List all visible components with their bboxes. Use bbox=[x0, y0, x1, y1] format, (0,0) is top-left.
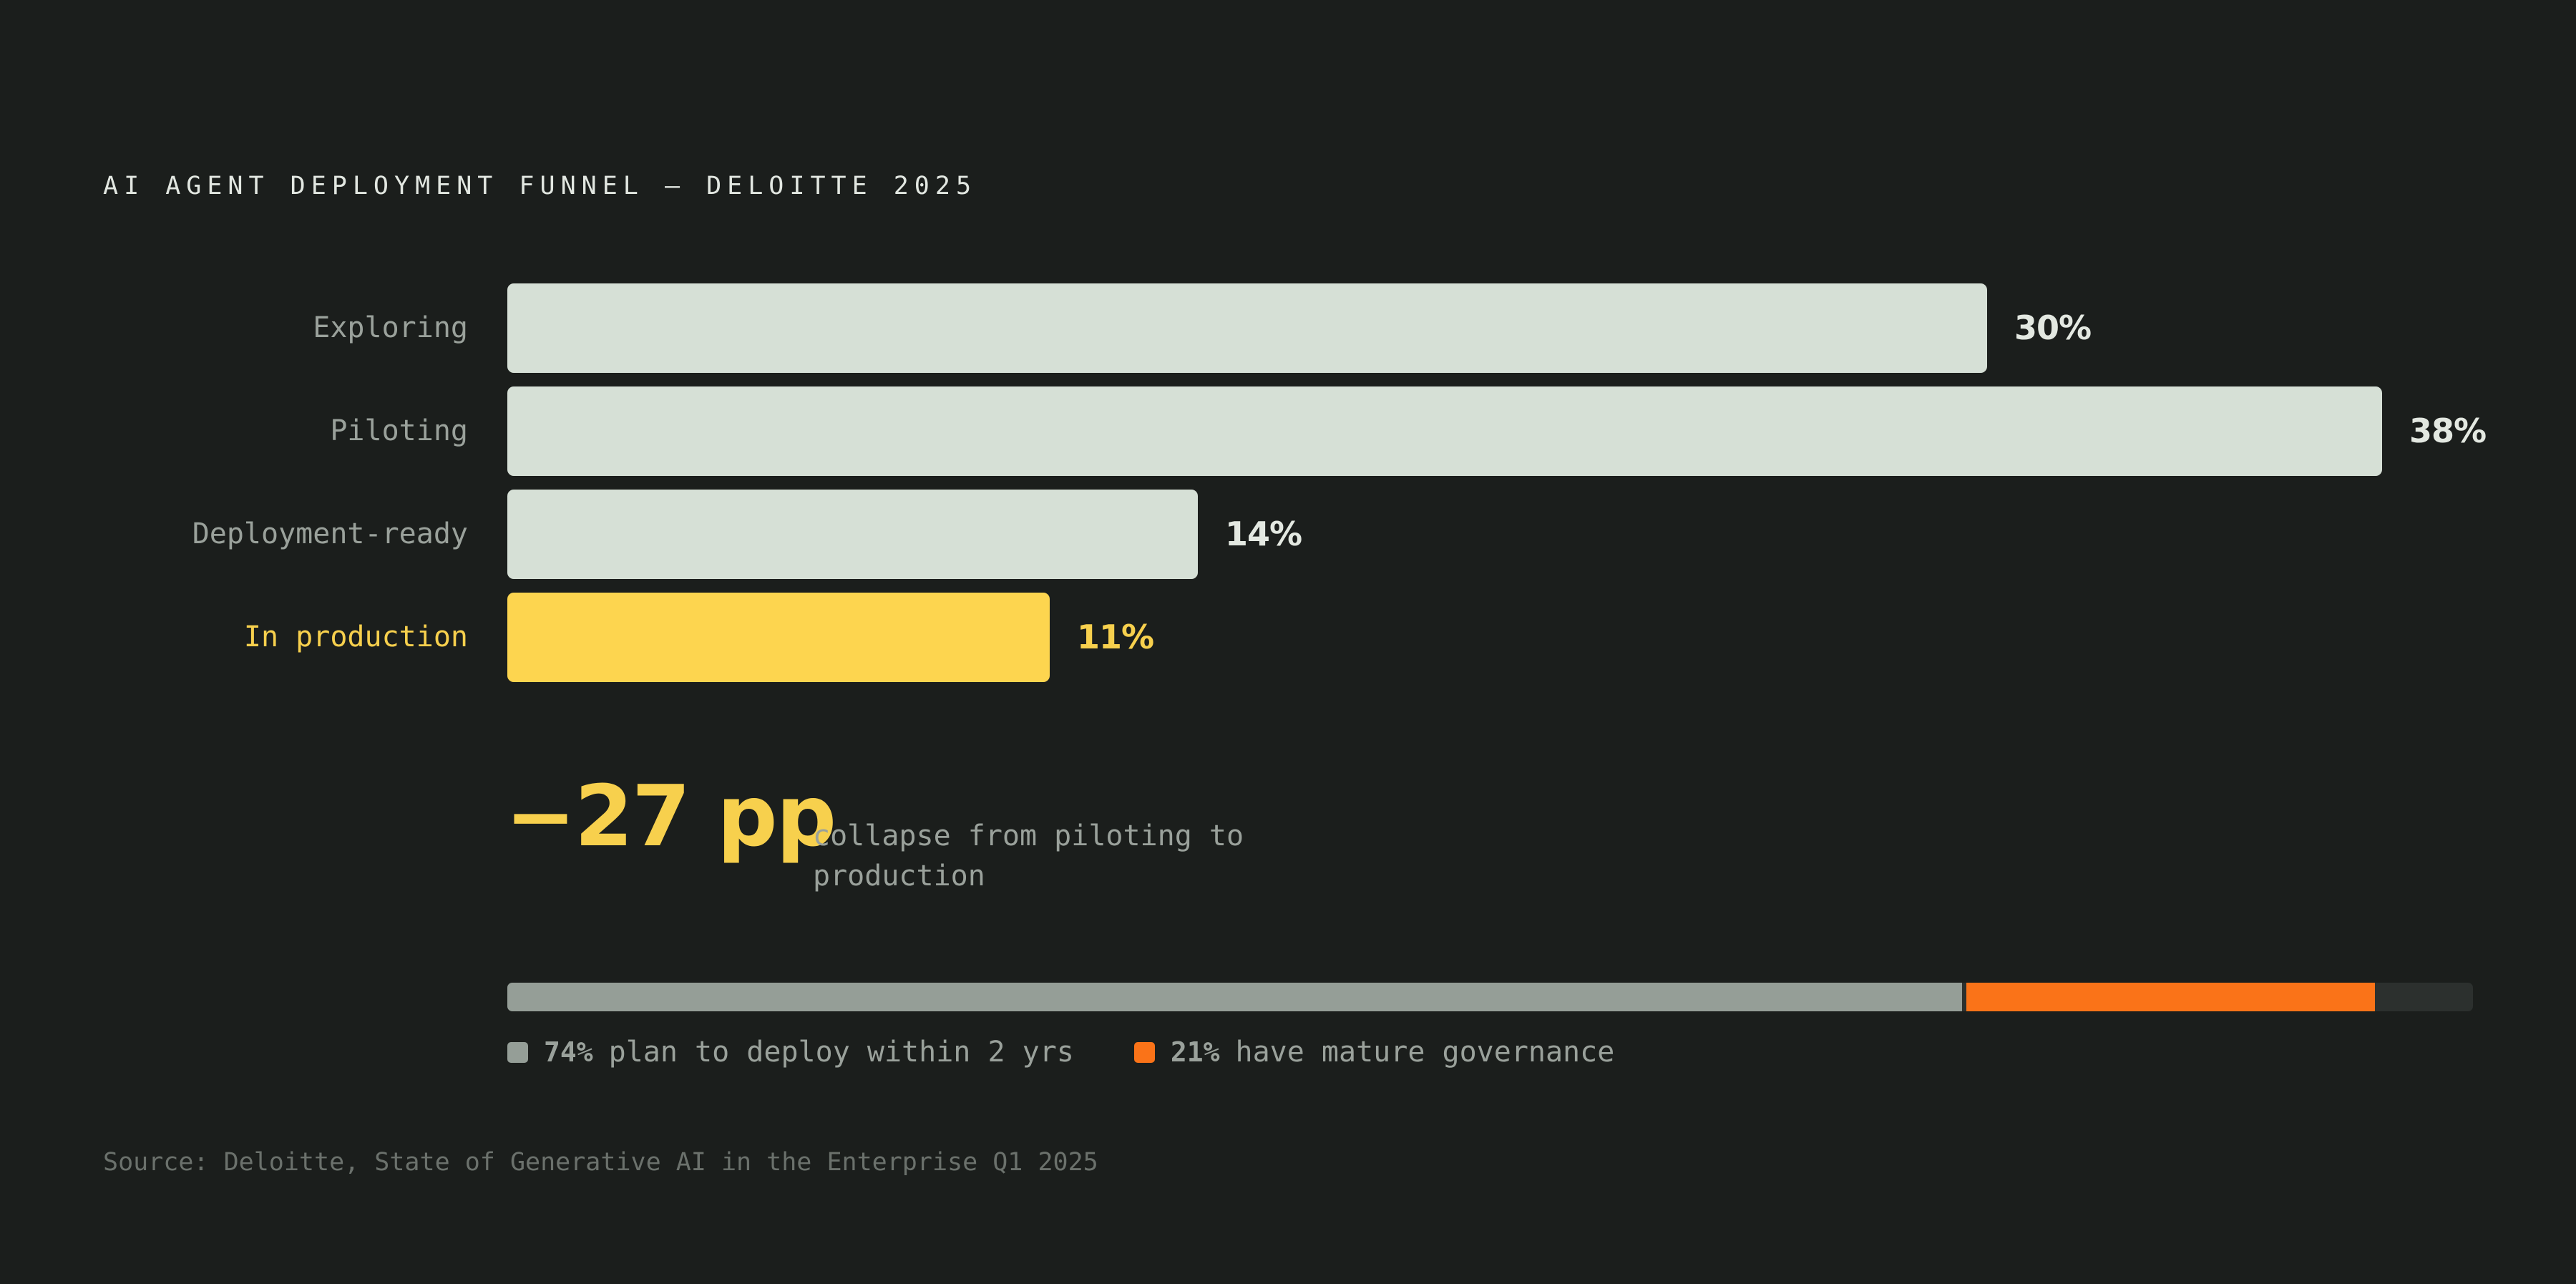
category-label: In production bbox=[243, 621, 468, 653]
value-label: 11% bbox=[1077, 618, 1154, 656]
mature-governance-segment bbox=[1966, 983, 2375, 1011]
bar bbox=[507, 593, 1050, 682]
bar bbox=[507, 386, 2382, 476]
legend-item-governance: 21% have mature governance bbox=[1133, 1036, 1615, 1069]
legend-text: have mature governance bbox=[1235, 1036, 1615, 1069]
legend-value: 21% bbox=[1170, 1036, 1220, 1068]
callout-description: collapse from piloting to production bbox=[813, 819, 1244, 893]
bar bbox=[507, 490, 1198, 579]
legend-text: plan to deploy within 2 yrs bbox=[608, 1036, 1074, 1069]
category-label: Piloting bbox=[330, 414, 468, 447]
chart-title: AI AGENT DEPLOYMENT FUNNEL — DELOITTE 20… bbox=[103, 172, 977, 200]
callout-value: −27 pp bbox=[505, 767, 836, 865]
legend-item-plan: 74% plan to deploy within 2 yrs bbox=[507, 1036, 1074, 1069]
value-label: 14% bbox=[1225, 515, 1302, 553]
category-label: Deployment-ready bbox=[192, 517, 468, 550]
legend-swatch bbox=[507, 1041, 528, 1063]
stacked-progress-bar bbox=[507, 983, 2473, 1011]
legend-value: 74% bbox=[544, 1036, 593, 1068]
value-label: 30% bbox=[2014, 308, 2092, 347]
progress-legend: 74% plan to deploy within 2 yrs 21% have… bbox=[507, 1031, 1674, 1074]
category-label: Exploring bbox=[313, 311, 468, 344]
bar bbox=[507, 283, 1987, 373]
value-label: 38% bbox=[2409, 412, 2487, 450]
legend-swatch bbox=[1133, 1041, 1155, 1063]
source-note: Source: Deloitte, State of Generative AI… bbox=[103, 1148, 1098, 1177]
plan-to-deploy-segment bbox=[507, 983, 1962, 1011]
